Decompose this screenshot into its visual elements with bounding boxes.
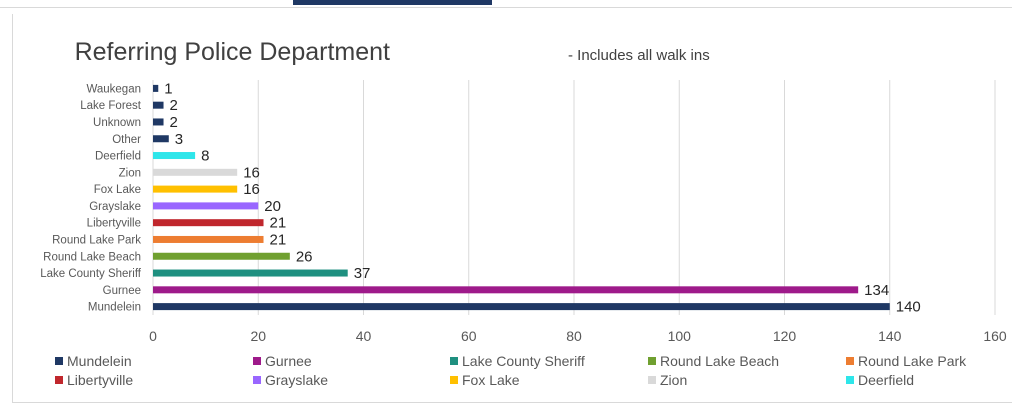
bar-fox-lake <box>153 185 238 193</box>
x-tick-100: 100 <box>668 328 692 344</box>
legend-label-mundelein: Mundelein <box>67 353 132 369</box>
category-label-mundelein: Mundelein <box>88 302 141 314</box>
category-label-grayslake: Grayslake <box>89 201 141 213</box>
x-tick-140: 140 <box>878 328 902 344</box>
top-tab-indicator <box>293 0 492 5</box>
top-divider <box>0 7 1012 8</box>
value-label-zion: 16 <box>243 164 260 181</box>
bar-libertyville <box>153 219 264 227</box>
legend-swatch-fox-lake <box>450 376 458 384</box>
value-label-deerfield: 8 <box>201 148 209 165</box>
legend-label-gurnee: Gurnee <box>265 353 312 369</box>
value-label-round-lake-beach: 26 <box>296 248 313 265</box>
bar-other <box>153 135 169 143</box>
x-tick-60: 60 <box>461 328 477 344</box>
legend-swatch-libertyville <box>55 376 63 384</box>
bar-unknown <box>153 118 164 126</box>
category-label-fox-lake: Fox Lake <box>94 184 141 196</box>
category-label-lake-county-sheriff: Lake County Sheriff <box>40 268 142 280</box>
chart-title: Referring Police Department <box>75 38 390 66</box>
legend-swatch-deerfield <box>846 376 854 384</box>
x-tick-0: 0 <box>149 328 157 344</box>
category-label-zion: Zion <box>119 167 141 179</box>
x-tick-120: 120 <box>773 328 797 344</box>
value-label-round-lake-park: 21 <box>270 231 287 248</box>
legend-swatch-round-lake-beach <box>648 357 656 365</box>
x-axis-ticks: 0 20 40 60 80 100 120 140 160 <box>149 328 1007 344</box>
x-tick-20: 20 <box>250 328 266 344</box>
bar-waukegan <box>153 84 159 92</box>
category-label-waukegan: Waukegan <box>86 83 141 95</box>
category-label-deerfield: Deerfield <box>95 151 141 163</box>
category-label-gurnee: Gurnee <box>103 285 141 297</box>
value-label-grayslake: 20 <box>264 198 281 215</box>
value-label-unknown: 2 <box>170 114 178 131</box>
legend-swatch-round-lake-park <box>846 357 854 365</box>
bar-lake-county-sheriff <box>153 269 348 277</box>
bar-round-lake-park <box>153 235 264 243</box>
bar-round-lake-beach <box>153 252 290 260</box>
legend: Mundelein Gurnee Lake County Sheriff Round … <box>55 353 967 388</box>
x-tick-40: 40 <box>356 328 372 344</box>
legend-swatch-gurnee <box>253 357 261 365</box>
legend-swatch-mundelein <box>55 357 63 365</box>
category-label-other: Other <box>112 134 141 146</box>
category-label-round-lake-park: Round Lake Park <box>52 234 141 246</box>
bar-grayslake <box>153 202 259 210</box>
bar-deerfield <box>153 152 196 160</box>
bar-lake-forest <box>153 101 164 109</box>
bar-gurnee <box>153 286 859 294</box>
category-label-libertyville: Libertyville <box>87 218 141 230</box>
category-label-unknown: Unknown <box>93 117 141 129</box>
legend-swatch-lake-county-sheriff <box>450 357 458 365</box>
value-label-lake-county-sheriff: 37 <box>354 265 371 282</box>
legend-label-fox-lake: Fox Lake <box>462 372 520 388</box>
legend-label-round-lake-park: Round Lake Park <box>858 353 967 369</box>
legend-label-deerfield: Deerfield <box>858 372 914 388</box>
legend-label-round-lake-beach: Round Lake Beach <box>660 353 779 369</box>
x-tick-160: 160 <box>983 328 1007 344</box>
legend-label-lake-county-sheriff: Lake County Sheriff <box>462 353 585 369</box>
legend-label-grayslake: Grayslake <box>265 372 328 388</box>
value-label-gurnee: 134 <box>864 282 889 299</box>
x-tick-80: 80 <box>566 328 582 344</box>
chart-subtitle: - Includes all walk ins <box>568 47 710 64</box>
value-label-lake-forest: 2 <box>170 97 178 114</box>
bar-mundelein <box>153 303 890 311</box>
category-label-lake-forest: Lake Forest <box>80 100 142 112</box>
bars <box>153 84 890 311</box>
value-label-mundelein: 140 <box>896 299 921 316</box>
legend-swatch-grayslake <box>253 376 261 384</box>
category-labels: Waukegan Lake Forest Unknown Other Deerfield… <box>40 83 142 313</box>
legend-label-zion: Zion <box>660 372 687 388</box>
value-label-waukegan: 1 <box>164 80 172 97</box>
value-label-fox-lake: 16 <box>243 181 260 198</box>
legend-label-libertyville: Libertyville <box>67 372 133 388</box>
category-label-round-lake-beach: Round Lake Beach <box>43 251 141 263</box>
value-label-libertyville: 21 <box>270 215 287 232</box>
legend-swatch-zion <box>648 376 656 384</box>
value-label-other: 3 <box>175 131 183 148</box>
bar-zion <box>153 168 238 176</box>
